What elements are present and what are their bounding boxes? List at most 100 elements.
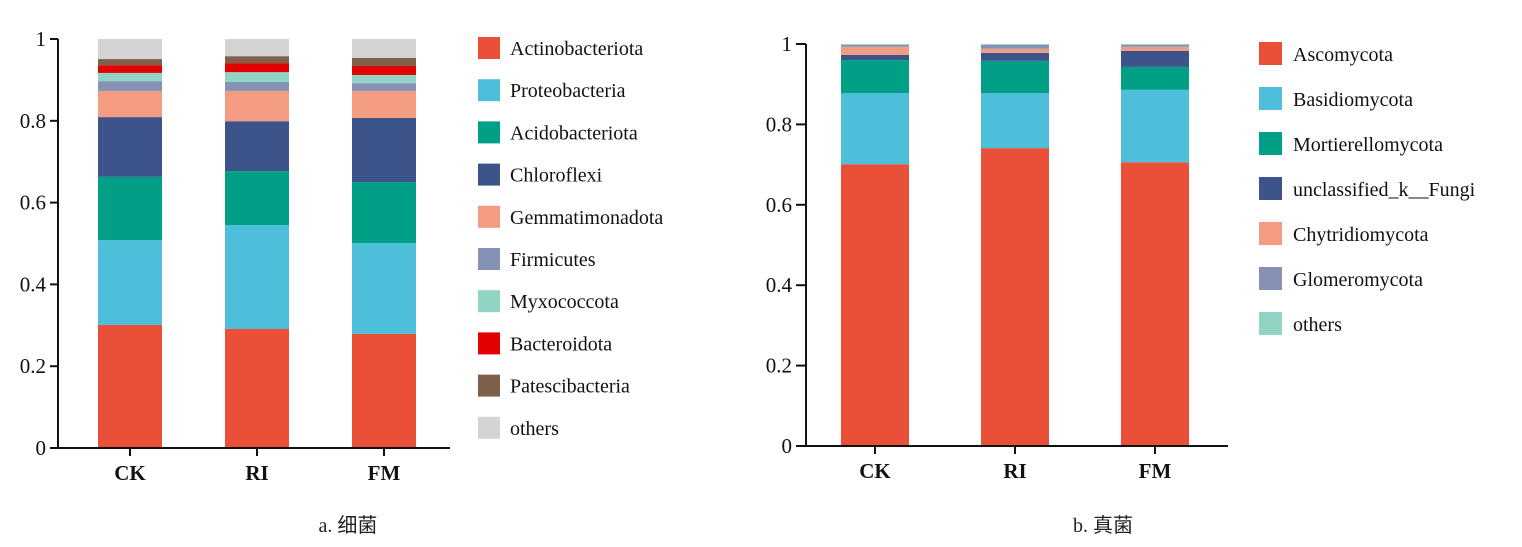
fungi-segment-fm-chytridiomycota <box>1121 46 1189 51</box>
bacteria-segment-fm-others <box>352 39 416 58</box>
fungi-x-tick-label: RI <box>1003 459 1026 483</box>
bacteria-bar-fm <box>352 39 416 448</box>
fungi-segment-ck-mortierellomycota <box>841 60 909 94</box>
fungi-segment-ck-unclassified-k-fungi <box>841 54 909 61</box>
bacteria-segment-fm-patescibacteria <box>352 57 416 66</box>
bacteria-bar-ri <box>225 39 289 448</box>
fungi-legend-swatch <box>1259 87 1282 110</box>
bacteria-y-tick-label: 0.8 <box>20 109 46 133</box>
bacteria-x-tick-label: FM <box>368 461 401 485</box>
fungi-x-tick-label: FM <box>1139 459 1172 483</box>
fungi-segment-fm-unclassified-k-fungi <box>1121 50 1189 67</box>
bacteria-legend-swatch <box>478 416 500 439</box>
fungi-segment-fm-glomeromycota <box>1121 44 1189 47</box>
bacteria-legend-swatch <box>478 290 500 313</box>
bacteria-segment-ck-gemmatimonadota <box>98 90 162 118</box>
bacteria-segment-fm-bacteroidota <box>352 65 416 75</box>
fungi-legend-item-ascomycota: Ascomycota <box>1259 42 1393 66</box>
bacteria-legend-item-bacteroidota: Bacteroidota <box>478 332 612 355</box>
fungi-segment-ck-others <box>841 44 909 45</box>
bacteria-segment-fm-myxococcota <box>352 74 416 84</box>
bacteria-bar-ck <box>98 39 162 448</box>
fungi-legend-item-glomeromycota: Glomeromycota <box>1259 267 1423 291</box>
bacteria-caption: a. 细菌 <box>319 514 378 537</box>
bacteria-y-tick-label: 0.4 <box>20 272 47 296</box>
fungi-segment-ck-basidiomycota <box>841 93 909 165</box>
bacteria-legend-swatch <box>478 248 500 270</box>
fungi-legend-label: others <box>1293 314 1342 336</box>
bacteria-segment-ri-chloroflexi <box>225 121 289 172</box>
bacteria-segment-fm-firmicutes <box>352 83 416 91</box>
fungi-legend-label: unclassified_k__Fungi <box>1293 179 1476 201</box>
bacteria-legend-label: Patescibacteria <box>510 376 630 398</box>
fungi-legend-swatch <box>1259 267 1282 290</box>
bacteria-segment-ck-patescibacteria <box>98 59 162 66</box>
fungi-segment-ri-mortierellomycota <box>981 60 1049 94</box>
fungi-legend-item-unclassified-k-fungi: unclassified_k__Fungi <box>1259 177 1476 201</box>
fungi-y-tick-label: 0 <box>782 434 793 458</box>
bacteria-segment-ri-myxococcota <box>225 72 289 82</box>
bacteria-segment-ck-firmicutes <box>98 81 162 91</box>
fungi-segment-ri-basidiomycota <box>981 93 1049 149</box>
fungi-legend-item-others: others <box>1259 312 1342 336</box>
bacteria-segment-fm-proteobacteria <box>352 243 416 334</box>
fungi-segment-ck-ascomycota <box>841 164 909 446</box>
bacteria-legend-label: Myxococcota <box>510 291 619 313</box>
bacteria-bars <box>98 39 416 448</box>
bacteria-segment-ck-chloroflexi <box>98 117 162 177</box>
fungi-y-tick-label: 0.4 <box>766 273 793 297</box>
bacteria-segment-fm-gemmatimonadota <box>352 90 416 118</box>
bacteria-legend-swatch <box>478 121 500 144</box>
fungi-y-tick-label: 0.6 <box>766 193 792 217</box>
fungi-x-tick-label: CK <box>859 459 891 483</box>
bacteria-segment-ri-acidobacteriota <box>225 171 289 226</box>
fungi-segment-fm-ascomycota <box>1121 162 1189 447</box>
fungi-legend-item-mortierellomycota: Mortierellomycota <box>1259 132 1443 156</box>
bacteria-segment-ri-bacteroidota <box>225 63 289 73</box>
fungi-caption: b. 真菌 <box>1073 514 1133 537</box>
bacteria-legend-label: others <box>510 418 559 440</box>
bacteria-y-tick-label: 1 <box>36 27 47 51</box>
fungi-legend-label: Basidiomycota <box>1293 89 1413 111</box>
bacteria-legend-item-firmicutes: Firmicutes <box>478 248 596 271</box>
bacteria-legend-label: Chloroflexi <box>510 165 603 187</box>
bacteria-legend-label: Acidobacteriota <box>510 122 638 144</box>
fungi-segment-ck-chytridiomycota <box>841 46 909 55</box>
fungi-segment-ri-unclassified-k-fungi <box>981 52 1049 61</box>
bacteria-y-tick-label: 0 <box>36 436 47 460</box>
fungi-y-tick-label: 0.2 <box>766 354 792 378</box>
bacteria-x-tick-label: RI <box>245 461 268 485</box>
fungi-legend-item-chytridiomycota: Chytridiomycota <box>1259 222 1429 246</box>
bacteria-legend-label: Gemmatimonadota <box>510 207 663 229</box>
fungi-segment-fm-basidiomycota <box>1121 89 1189 163</box>
bacteria-segment-fm-chloroflexi <box>352 117 416 183</box>
bacteria-legend-swatch <box>478 163 500 186</box>
bacteria-segment-ri-patescibacteria <box>225 56 289 64</box>
bacteria-legend-item-gemmatimonadota: Gemmatimonadota <box>478 205 663 229</box>
fungi-chart: 0 0.2 0.4 0.6 0.8 1 CK RI FM Ascomycota Basidiomy… <box>766 32 1476 537</box>
fungi-bar-fm <box>1121 44 1189 447</box>
bacteria-segment-ck-acidobacteriota <box>98 176 162 241</box>
fungi-y-tick-label: 1 <box>782 32 793 56</box>
bacteria-legend-label: Actinobacteriota <box>510 38 643 60</box>
bacteria-segment-ck-bacteroidota <box>98 65 162 73</box>
bacteria-legend-label: Bacteroidota <box>510 333 612 355</box>
bacteria-y-tick-label: 0.2 <box>20 354 46 378</box>
fungi-segment-ri-ascomycota <box>981 148 1049 447</box>
bacteria-segment-ri-proteobacteria <box>225 225 289 329</box>
bacteria-segment-ri-actinobacteriota <box>225 328 289 448</box>
bacteria-legend-swatch <box>478 205 500 228</box>
fungi-legend-swatch <box>1259 42 1282 65</box>
fungi-legend-label: Mortierellomycota <box>1293 134 1443 156</box>
bacteria-segment-ri-firmicutes <box>225 81 289 91</box>
fungi-bar-ck <box>841 44 909 446</box>
bacteria-axes: 0 0.2 0.4 0.6 0.8 1 CK RI FM <box>20 27 450 485</box>
fungi-legend-label: Ascomycota <box>1293 44 1393 66</box>
bacteria-legend-swatch <box>478 374 500 397</box>
fungi-segment-fm-mortierellomycota <box>1121 66 1189 90</box>
bacteria-segment-ck-others <box>98 39 162 60</box>
bacteria-segment-ri-gemmatimonadota <box>225 90 289 122</box>
bacteria-legend-swatch <box>478 37 500 59</box>
fungi-segment-ri-others <box>981 44 1049 45</box>
bacteria-segment-fm-acidobacteriota <box>352 182 416 244</box>
